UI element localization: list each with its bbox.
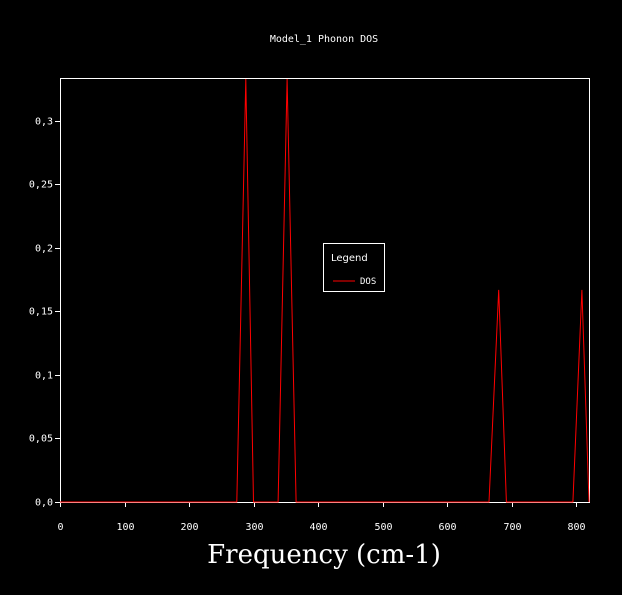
x-axis: 0 100 200 300 400 500 600 700 800: [57, 502, 586, 533]
y-axis: 0,0 0,05 0,1 0,15 0,2 0,25 0,3: [29, 117, 60, 509]
x-tick-label: 400: [309, 522, 327, 533]
x-axis-label: Frequency (cm-1): [207, 540, 441, 570]
y-tick-label: 0,05: [29, 434, 53, 445]
x-tick-label: 200: [180, 522, 198, 533]
legend-entry-dos: DOS: [360, 277, 376, 287]
x-tick-label: 300: [245, 522, 263, 533]
y-tick-label: 0,2: [35, 244, 53, 255]
x-tick-label: 800: [567, 522, 585, 533]
y-tick-label: 0,0: [35, 498, 53, 509]
x-tick-label: 0: [57, 522, 63, 533]
x-tick-label: 500: [374, 522, 392, 533]
legend-box: [323, 243, 385, 292]
legend-title: Legend: [331, 253, 368, 264]
x-tick-label: 600: [438, 522, 456, 533]
y-tick-label: 0,15: [29, 307, 53, 318]
y-tick-label: 0,25: [29, 180, 53, 191]
legend: Legend DOS: [323, 243, 385, 292]
x-tick-label: 100: [116, 522, 134, 533]
x-tick-label: 700: [503, 522, 521, 533]
series-layer: [60, 78, 590, 503]
chart-title: Model_1 Phonon DOS: [270, 34, 378, 45]
y-tick-label: 0,3: [35, 117, 53, 128]
y-tick-label: 0,1: [35, 371, 53, 382]
